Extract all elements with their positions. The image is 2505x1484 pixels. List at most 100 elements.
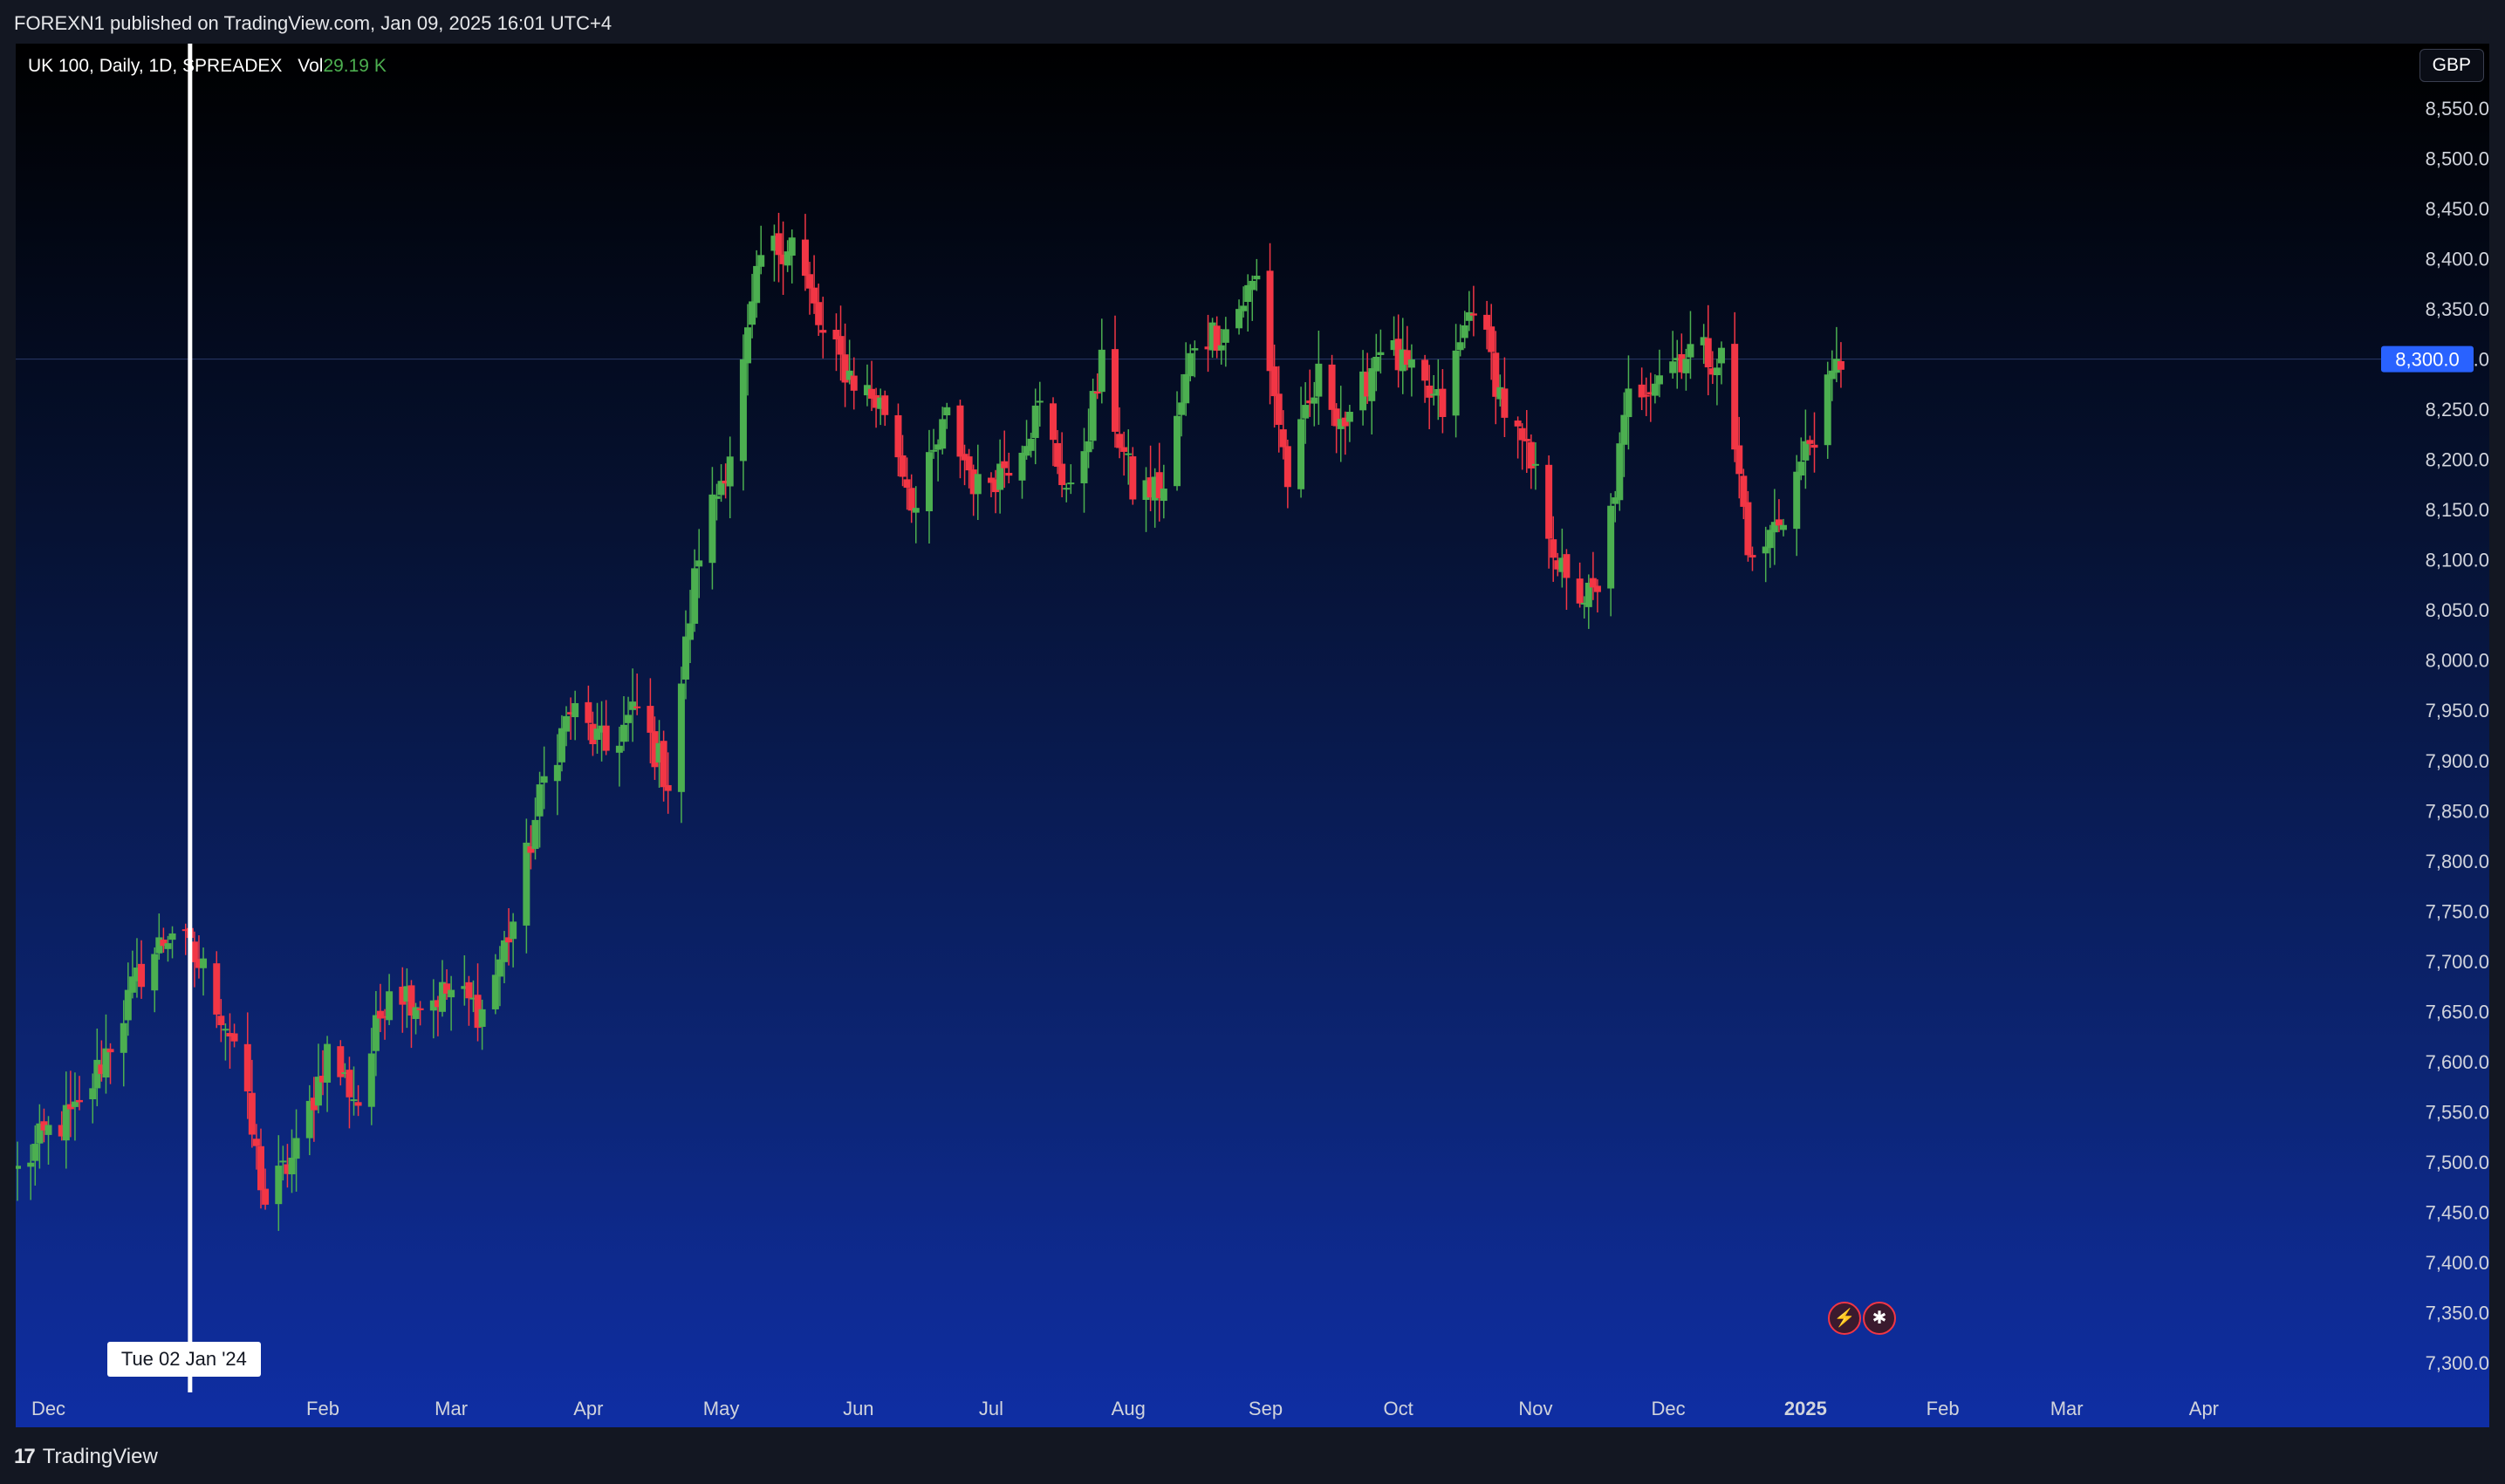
candle-body[interactable] — [567, 712, 575, 715]
candle-body[interactable] — [1766, 530, 1774, 549]
tradingview-brand[interactable]: 17 TradingView — [14, 1445, 158, 1469]
candle-body[interactable] — [500, 940, 508, 962]
candle-body[interactable] — [350, 1099, 358, 1102]
candle-body[interactable] — [1452, 350, 1460, 416]
candle-body[interactable] — [775, 233, 783, 256]
candle-body[interactable] — [1297, 419, 1305, 489]
candle-body[interactable] — [1275, 393, 1283, 425]
candle-body[interactable] — [753, 265, 761, 304]
candle-body[interactable] — [540, 776, 548, 783]
candle-body[interactable] — [1249, 280, 1256, 291]
candle-body[interactable] — [1191, 348, 1199, 351]
candle-body[interactable] — [527, 846, 535, 853]
candle-body[interactable] — [943, 407, 951, 416]
candle-body[interactable] — [1531, 463, 1539, 466]
candle-body[interactable] — [1687, 344, 1694, 358]
candle-body[interactable] — [252, 1139, 260, 1146]
candle-body[interactable] — [1465, 311, 1473, 321]
candle-body[interactable] — [1266, 270, 1274, 372]
candle-body[interactable] — [713, 496, 721, 499]
candle-body[interactable] — [629, 701, 637, 710]
candle-body[interactable] — [1580, 602, 1588, 605]
candle-body[interactable] — [992, 479, 1000, 493]
candle-body[interactable] — [1434, 389, 1442, 396]
candle-body[interactable] — [1403, 350, 1411, 366]
candle-body[interactable] — [1678, 353, 1686, 373]
candle-body[interactable] — [1775, 519, 1783, 526]
candle-body[interactable] — [585, 701, 592, 723]
candle-body[interactable] — [314, 1077, 322, 1106]
candle-body[interactable] — [407, 985, 415, 1016]
candle-body[interactable] — [257, 1145, 264, 1191]
candle-body[interactable] — [1098, 349, 1105, 393]
candle-body[interactable] — [1089, 391, 1097, 441]
candle-body[interactable] — [819, 330, 827, 333]
candle-body[interactable] — [448, 989, 455, 998]
candle-body[interactable] — [1001, 461, 1009, 468]
candle-body[interactable] — [1797, 462, 1805, 475]
candle-body[interactable] — [1394, 339, 1402, 371]
candle-body[interactable] — [1023, 446, 1030, 456]
candle-body[interactable] — [1328, 364, 1336, 410]
candle-body[interactable] — [1550, 539, 1557, 558]
candle-body[interactable] — [1642, 394, 1650, 397]
candle-body[interactable] — [1735, 445, 1743, 475]
candle-body[interactable] — [1368, 368, 1376, 401]
candle-body[interactable] — [1155, 472, 1163, 498]
candle-body[interactable] — [168, 933, 176, 940]
candle-body[interactable] — [16, 1166, 21, 1169]
candle-body[interactable] — [837, 336, 845, 355]
candle-body[interactable] — [974, 474, 982, 495]
candle-body[interactable] — [284, 1164, 291, 1174]
candle-body[interactable] — [465, 981, 473, 999]
candle-body[interactable] — [1832, 359, 1840, 373]
candle-body[interactable] — [1120, 447, 1128, 452]
candle-body[interactable] — [832, 330, 840, 340]
candle-body[interactable] — [903, 479, 911, 489]
candle-body[interactable] — [1036, 400, 1044, 403]
candle-body[interactable] — [726, 456, 734, 487]
candle-body[interactable] — [1620, 414, 1628, 445]
candle-body[interactable] — [1810, 444, 1818, 448]
candle-body[interactable] — [1031, 405, 1039, 439]
candle-body[interactable] — [1704, 338, 1712, 368]
candle-body[interactable] — [563, 715, 571, 732]
candle-body[interactable] — [1270, 366, 1278, 397]
candle-body[interactable] — [1421, 359, 1429, 381]
candle-body[interactable] — [1717, 347, 1725, 364]
candle-body[interactable] — [1563, 554, 1571, 578]
candle-body[interactable] — [1469, 313, 1477, 316]
candle-body[interactable] — [868, 388, 876, 399]
candle-body[interactable] — [151, 954, 159, 991]
candle-body[interactable] — [474, 995, 482, 1029]
candle-body[interactable] — [1146, 477, 1154, 498]
candlestick-chart[interactable]: 8,550.0 8,500.0 8,450.0 8,400.0 8,350.0 8,300… — [16, 44, 2489, 1427]
candle-body[interactable] — [58, 1125, 65, 1137]
candle-body[interactable] — [438, 981, 446, 1012]
candle-body[interactable] — [1027, 438, 1035, 451]
candle-body[interactable] — [894, 414, 902, 458]
candle-body[interactable] — [226, 1033, 234, 1037]
candle-body[interactable] — [372, 1015, 380, 1051]
candle-body[interactable] — [877, 397, 885, 409]
candle-body[interactable] — [124, 989, 132, 1021]
candle-body[interactable] — [873, 395, 880, 408]
candle-body[interactable] — [1744, 502, 1752, 556]
candle-body[interactable] — [40, 1121, 48, 1131]
candle-body[interactable] — [996, 463, 1004, 490]
candle-body[interactable] — [1341, 417, 1349, 427]
candle-body[interactable] — [969, 469, 977, 495]
candle-body[interactable] — [1187, 352, 1194, 377]
candle-body[interactable] — [1545, 464, 1553, 539]
candle-body[interactable] — [523, 842, 530, 926]
candle-body[interactable] — [770, 236, 778, 251]
candle-body[interactable] — [1204, 346, 1212, 350]
candle-body[interactable] — [288, 1157, 296, 1175]
candle-body[interactable] — [589, 723, 597, 745]
candle-body[interactable] — [1178, 402, 1186, 415]
candle-body[interactable] — [89, 1088, 97, 1099]
candle-body[interactable] — [961, 454, 968, 461]
candle-body[interactable] — [1669, 361, 1677, 373]
candle-body[interactable] — [881, 395, 889, 415]
candle-body[interactable] — [1824, 374, 1831, 446]
